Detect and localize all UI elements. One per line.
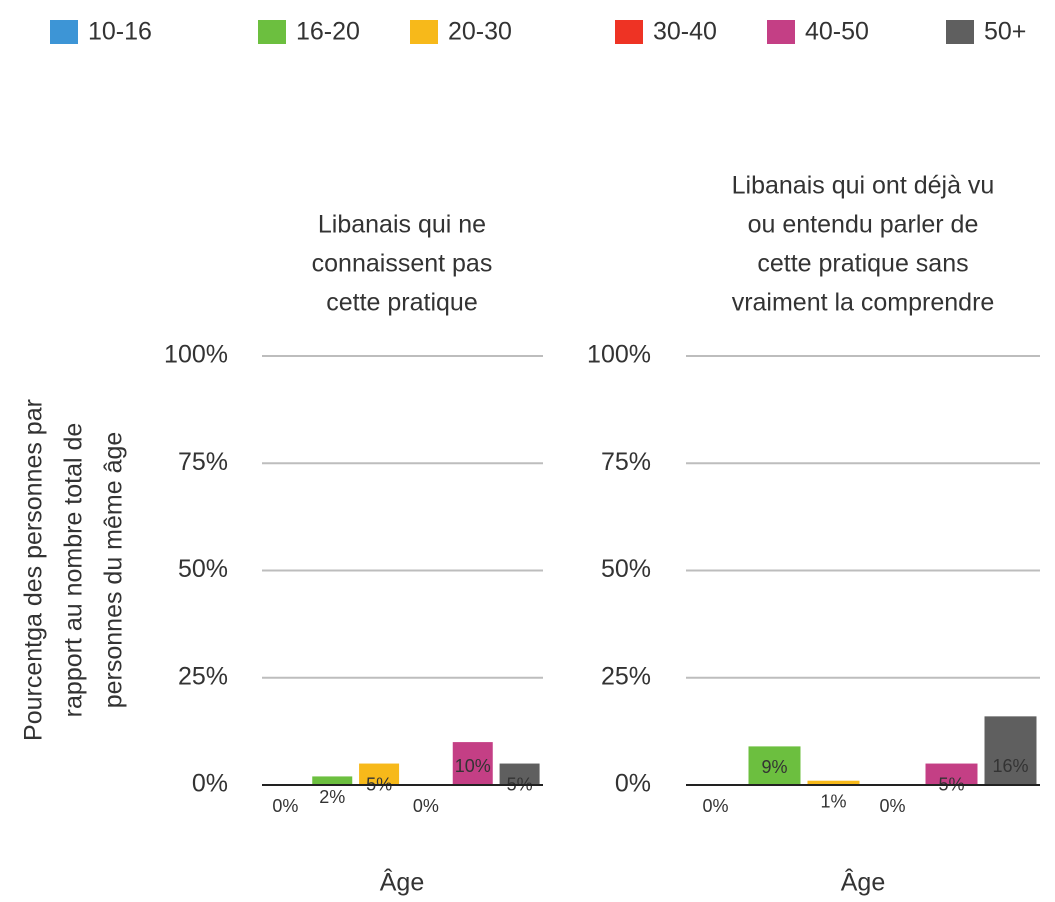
y-tick-label: 25% <box>178 662 228 690</box>
legend-swatch <box>258 20 286 44</box>
legend-swatch <box>767 20 795 44</box>
chart-title: Libanais qui ont déjà vu <box>732 172 995 200</box>
chart-title: cette pratique sans <box>757 250 968 278</box>
y-tick-label: 25% <box>601 662 651 690</box>
legend-label: 30-40 <box>653 18 717 46</box>
legend-label: 20-30 <box>448 18 512 46</box>
legend-label: 16-20 <box>296 18 360 46</box>
y-tick-label: 100% <box>164 341 228 369</box>
bar <box>748 746 801 785</box>
chart-title: connaissent pas <box>312 250 493 278</box>
chart-title: ou entendu parler de <box>748 211 979 239</box>
data-label: 0% <box>413 796 439 816</box>
bar <box>312 776 353 785</box>
bar <box>359 763 400 785</box>
x-axis-label: Âge <box>841 868 885 897</box>
data-label: 1% <box>820 791 846 811</box>
y-tick-label: 100% <box>587 341 651 369</box>
x-axis-label: Âge <box>380 868 424 897</box>
bar <box>452 742 493 785</box>
data-label: 16% <box>992 756 1028 776</box>
data-label: 0% <box>702 796 728 816</box>
bar <box>499 763 540 785</box>
legend-label: 40-50 <box>805 18 869 46</box>
data-label: 10% <box>455 756 491 776</box>
legend-swatch <box>615 20 643 44</box>
legend-label: 10-16 <box>88 18 152 46</box>
bar <box>984 716 1037 785</box>
y-axis-label: rapport au nombre total de <box>60 423 88 718</box>
data-label: 0% <box>272 796 298 816</box>
legend-label: 50+ <box>984 18 1026 46</box>
y-tick-label: 75% <box>601 448 651 476</box>
legend-swatch <box>410 20 438 44</box>
chart-title: vraiment la comprendre <box>732 289 995 317</box>
y-axis-label: personnes du même âge <box>100 432 128 709</box>
data-label: 2% <box>319 787 345 807</box>
data-label: 9% <box>761 757 787 777</box>
y-axis-label: Pourcentga des personnes par <box>20 399 48 741</box>
y-tick-label: 75% <box>178 448 228 476</box>
bar <box>925 763 978 785</box>
legend-swatch <box>50 20 78 44</box>
y-tick-label: 50% <box>601 555 651 583</box>
y-tick-label: 0% <box>192 770 228 798</box>
bar <box>807 780 860 785</box>
chart-title: Libanais qui ne <box>318 211 486 239</box>
legend-swatch <box>946 20 974 44</box>
y-tick-label: 0% <box>615 770 651 798</box>
chart-title: cette pratique <box>326 289 478 317</box>
y-tick-label: 50% <box>178 555 228 583</box>
data-label: 0% <box>879 796 905 816</box>
